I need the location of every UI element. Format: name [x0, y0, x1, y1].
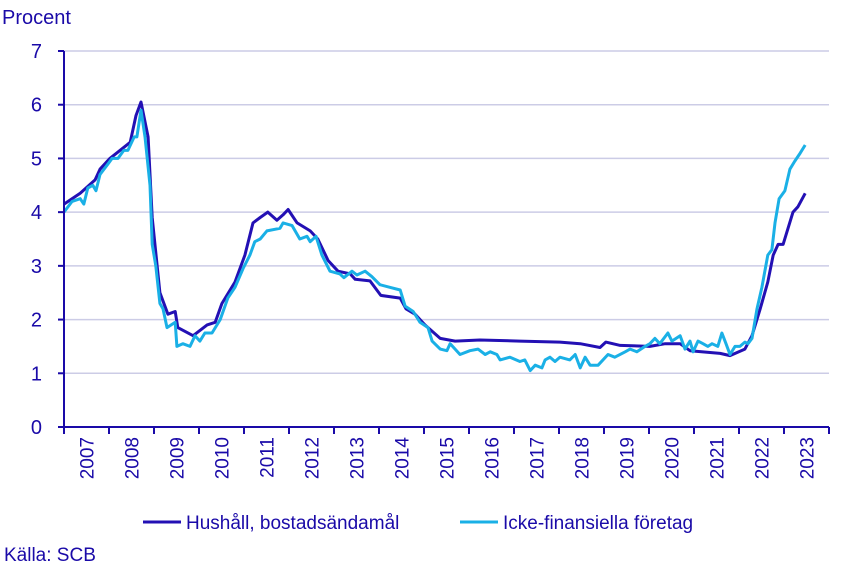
x-tick-label: 2011	[258, 437, 279, 478]
x-tick-label: 2018	[573, 437, 594, 479]
series-line-icke-finansiella-foretag	[62, 108, 807, 373]
x-tick-label: 2021	[708, 437, 729, 479]
gridlines	[64, 50, 829, 375]
y-tick-label: 4	[31, 202, 42, 224]
y-tick-label: 5	[31, 148, 42, 170]
y-tick-label: 6	[31, 95, 42, 117]
source-note: Källa: SCB	[4, 545, 96, 566]
x-tick-label: 2022	[753, 437, 774, 479]
x-tick-label: 2023	[798, 437, 819, 479]
x-tick-label: 2017	[528, 437, 549, 479]
x-tick-label: 2009	[168, 437, 189, 479]
legend-label: Hushåll, bostadsändamål	[186, 513, 399, 534]
legend: Hushåll, bostadsändamål Icke-finansiella …	[143, 513, 693, 534]
x-tick-label: 2016	[483, 437, 504, 479]
y-tick-label: 2	[31, 310, 42, 332]
y-tick-label: 1	[31, 363, 42, 385]
y-tick-label: 0	[31, 417, 42, 439]
legend-label: Icke-finansiella företag	[503, 513, 693, 534]
y-tick-label: 7	[31, 41, 42, 63]
x-tick-label: 2010	[213, 437, 234, 479]
x-tick-label: 2012	[303, 437, 324, 479]
series-line-hushall	[63, 100, 807, 358]
x-tick-label: 2019	[618, 437, 639, 479]
x-tick-label: 2013	[348, 437, 369, 479]
x-tick-label: 2014	[393, 437, 414, 480]
x-tick-label: 2007	[78, 437, 99, 479]
x-tick-label: 2020	[663, 437, 684, 479]
series-lines	[62, 100, 807, 373]
y-axis-title: Procent	[2, 7, 71, 29]
y-tick-label: 3	[31, 256, 42, 278]
x-tick-label: 2015	[438, 437, 459, 479]
x-tick-label: 2008	[123, 437, 144, 479]
axes: 0 1 2 3 4 5 6 7 2007 2008 2009 2010 2011 2012 2013 2014…	[31, 41, 830, 480]
